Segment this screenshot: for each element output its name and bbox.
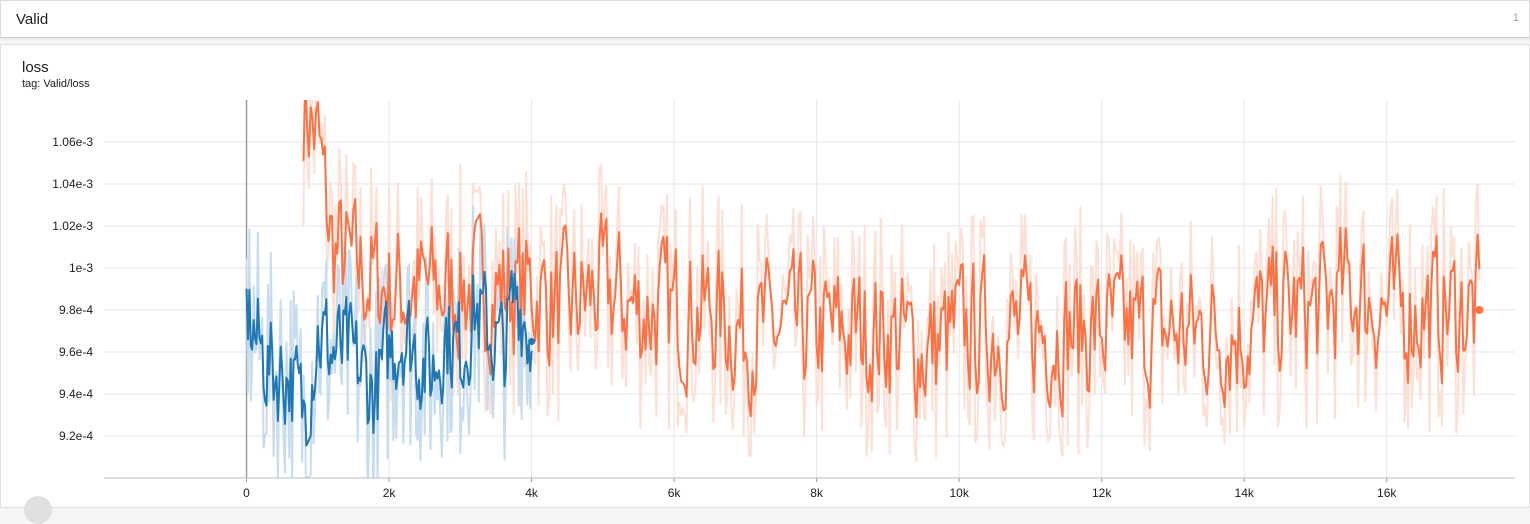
blue-end-marker <box>528 338 536 345</box>
loss-chart[interactable]: 9.2e-4 9.4e-4 9.6e-4 9.8e-4 1e-3 1.02e-3 1.04e… <box>0 0 1530 504</box>
group-title: Valid <box>16 11 49 28</box>
group-count: 1 <box>1512 12 1519 24</box>
blue-smoothed-line <box>245 270 533 447</box>
y-tick-label: 1.02e-3 <box>52 219 93 233</box>
x-tick-label: 16k <box>1377 486 1397 500</box>
orange-raw-line <box>302 100 1481 463</box>
x-tick-label: 10k <box>949 486 969 500</box>
orange-end-marker <box>1475 306 1484 314</box>
smoothed-series-layer <box>245 100 1481 447</box>
axis-layer: 9.2e-4 9.4e-4 9.6e-4 9.8e-4 1e-3 1.02e-3 1.04e… <box>52 135 1515 500</box>
y-tick-label: 9.4e-4 <box>59 387 93 401</box>
y-tick-label: 1.04e-3 <box>52 177 93 191</box>
y-tick-label: 9.2e-4 <box>59 429 93 443</box>
chart-tag: tag: Valid/loss <box>22 78 90 90</box>
y-tick-label: 9.6e-4 <box>59 345 93 359</box>
orange-smoothed-line <box>302 100 1481 419</box>
endpoint-marker-layer <box>528 306 1484 345</box>
x-tick-label: 14k <box>1235 486 1255 500</box>
y-tick-label: 9.8e-4 <box>59 303 93 317</box>
x-tick-label: 4k <box>525 486 539 500</box>
x-tick-label: 12k <box>1092 486 1112 500</box>
x-tick-label: 2k <box>383 486 397 500</box>
run-group-header[interactable]: Valid 1 <box>0 0 1530 38</box>
y-tick-label: 1.06e-3 <box>52 135 93 149</box>
x-tick-label: 8k <box>810 486 824 500</box>
x-tick-label: 6k <box>668 486 682 500</box>
expand-button[interactable] <box>24 496 52 524</box>
y-tick-label: 1e-3 <box>69 261 93 275</box>
x-tick-label: 0 <box>243 486 250 500</box>
chart-title: loss <box>22 59 49 76</box>
